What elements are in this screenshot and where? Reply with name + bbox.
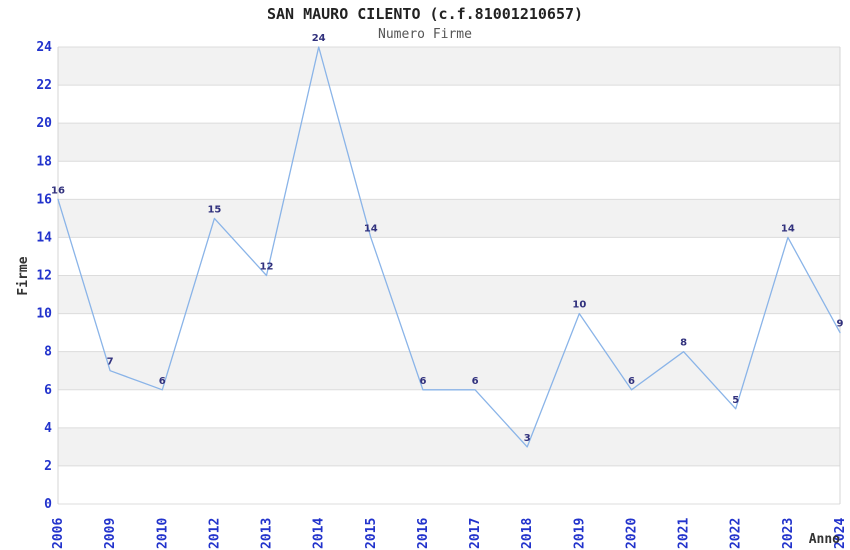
y-tick-label: 24 xyxy=(36,40,52,55)
series-line xyxy=(57,46,841,448)
data-point-label: 8 xyxy=(680,338,687,349)
y-tick-label: 6 xyxy=(44,383,52,398)
y-tick-label: 16 xyxy=(36,192,52,207)
x-axis-title: Anno xyxy=(809,532,840,547)
plot-band xyxy=(58,427,840,466)
y-tick-label: 2 xyxy=(44,459,52,474)
plot-band xyxy=(58,199,840,238)
x-tick-label: 2014 xyxy=(312,518,327,549)
x-tick-label: 2021 xyxy=(677,518,692,549)
plot-band xyxy=(58,47,840,86)
data-point-label: 16 xyxy=(51,185,65,196)
y-tick-label: 8 xyxy=(44,345,52,360)
x-tick-label: 2024 xyxy=(833,518,848,549)
chart-subtitle: Numero Firme xyxy=(378,27,472,42)
x-tick-label: 2017 xyxy=(468,518,483,549)
data-point-label: 15 xyxy=(207,204,221,215)
data-point-label: 10 xyxy=(572,300,586,311)
x-tick-label: 2013 xyxy=(260,518,275,549)
y-tick-label: 0 xyxy=(44,497,52,512)
x-tick-label: 2012 xyxy=(207,518,222,549)
data-point-label: 5 xyxy=(732,395,739,406)
y-tick-label: 12 xyxy=(36,269,52,284)
plot-band xyxy=(58,275,840,314)
y-tick-label: 10 xyxy=(36,307,52,322)
data-point-label: 7 xyxy=(107,357,114,368)
y-tick-label: 20 xyxy=(36,116,52,131)
data-point-label: 14 xyxy=(781,223,795,234)
data-point-label: 6 xyxy=(159,376,166,387)
chart-title: SAN MAURO CILENTO (c.f.81001210657) xyxy=(266,5,584,23)
y-tick-label: 4 xyxy=(44,421,52,436)
x-tick-label: 2018 xyxy=(520,518,535,549)
data-point-label: 3 xyxy=(524,433,531,444)
data-point-label: 6 xyxy=(472,376,479,387)
y-tick-label: 22 xyxy=(36,78,52,93)
x-tick-label: 2009 xyxy=(103,518,118,549)
data-point-label: 12 xyxy=(260,262,274,273)
x-tick-label: 2020 xyxy=(624,518,639,549)
data-point-label: 6 xyxy=(628,376,635,387)
y-tick-label: 14 xyxy=(36,230,52,245)
data-point-label: 24 xyxy=(312,33,326,44)
y-axis-title: Firme xyxy=(16,256,31,295)
x-tick-label: 2022 xyxy=(729,518,744,549)
x-tick-label: 2006 xyxy=(51,518,66,549)
x-tick-label: 2016 xyxy=(416,518,431,549)
x-tick-label: 2023 xyxy=(781,518,796,549)
x-tick-label: 2015 xyxy=(364,518,379,549)
y-tick-label: 18 xyxy=(36,154,52,169)
x-tick-label: 2010 xyxy=(155,518,170,549)
plot-band xyxy=(58,351,840,390)
data-point-label: 14 xyxy=(364,223,378,234)
x-tick-label: 2019 xyxy=(572,518,587,549)
data-point-label: 6 xyxy=(419,376,426,387)
data-point-label: 9 xyxy=(837,319,844,330)
plot-band xyxy=(58,123,840,162)
